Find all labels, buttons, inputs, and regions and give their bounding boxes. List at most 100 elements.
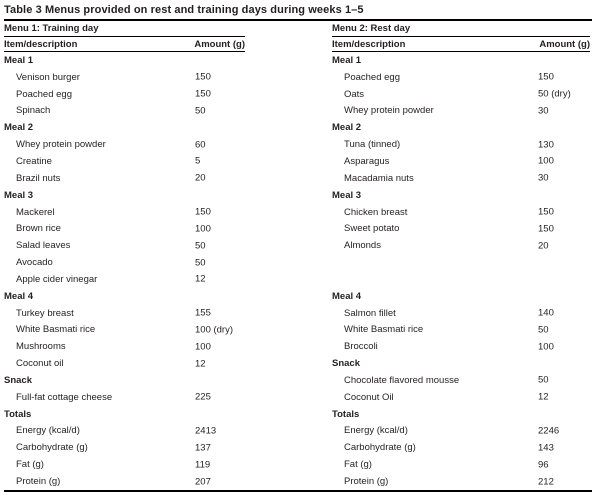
table-row: Snack (332, 355, 590, 372)
table-row: White Basmati rice 100 (dry) (4, 322, 245, 339)
table-row: Brazil nuts 20 (4, 170, 245, 187)
item-amount: 12 (195, 273, 206, 285)
column-headers: Item/description Amount (g) (332, 37, 590, 51)
table-row: Full-fat cottage cheese 225 (4, 389, 245, 406)
table-row: Salmon fillet 140 (332, 305, 590, 322)
item-label: Coconut Oil (344, 391, 394, 403)
table-row: Whey protein powder 30 (332, 103, 590, 120)
item-amount: 155 (195, 307, 211, 319)
table-row: Meal 1 (4, 52, 245, 69)
table-row: Avocado 50 (4, 254, 245, 271)
table-row: Carbohydrate (g) 143 (332, 439, 590, 456)
bottom-rule (4, 489, 592, 493)
table-row: Energy (kcal/d) 2413 (4, 423, 245, 440)
item-amount: 20 (195, 172, 206, 184)
table-row: Apple cider vinegar 12 (4, 271, 245, 288)
item-amount: 50 (dry) (538, 88, 571, 100)
section-label: Meal 1 (332, 54, 362, 66)
table-row: Sweet potato 150 (332, 220, 590, 237)
table-row: Meal 4 (4, 288, 245, 305)
menu-rows: Meal 1 Poached egg 150 Oats 50 (dry) Whey pro… (332, 52, 590, 490)
item-label: Mackerel (16, 206, 55, 218)
item-label: Whey protein powder (344, 105, 434, 117)
item-label: Venison burger (16, 71, 80, 83)
section-label: Meal 4 (4, 290, 34, 302)
table-row: Poached egg 150 (332, 69, 590, 86)
item-amount: 140 (538, 307, 554, 319)
table-row: Meal 2 (4, 119, 245, 136)
table-row: Salad leaves 50 (4, 237, 245, 254)
item-amount: 100 (dry) (195, 324, 234, 336)
table-row: Mushrooms 100 (4, 338, 245, 355)
divider (332, 36, 590, 37)
table-row: White Basmati rice 50 (332, 322, 590, 339)
item-label: Turkey breast (16, 307, 74, 319)
item-amount: 212 (538, 476, 554, 488)
item-label: Almonds (344, 240, 381, 252)
table-container: Table 3 Menus provided on rest and train… (4, 0, 592, 493)
table-row: Broccoli 100 (332, 338, 590, 355)
item-amount: 50 (538, 324, 549, 336)
table-row: Fat (g) 119 (4, 456, 245, 473)
table-row: Creatine 5 (4, 153, 245, 170)
table-row: Totals (4, 406, 245, 423)
item-label: Salad leaves (16, 240, 71, 252)
menu-title: Menu 2: Rest day (332, 23, 411, 34)
item-label: Carbohydrate (g) (344, 442, 416, 454)
table-row: Meal 2 (332, 119, 590, 136)
item-amount: 150 (195, 71, 211, 83)
section-label: Meal 1 (4, 54, 34, 66)
divider (4, 36, 245, 37)
item-label: Protein (g) (344, 476, 389, 488)
item-amount: 150 (538, 206, 554, 218)
table-row (332, 254, 590, 271)
item-amount: 96 (538, 459, 549, 471)
menu-columns: Menu 1: Training day Item/description Am… (4, 21, 592, 490)
table-row: Snack (4, 372, 245, 389)
table-row (332, 271, 590, 288)
item-label: Apple cider vinegar (16, 273, 98, 285)
item-amount: 12 (538, 391, 549, 403)
item-amount: 5 (195, 155, 201, 167)
table-row: Whey protein powder 60 (4, 136, 245, 153)
divider (4, 51, 245, 52)
item-label: Protein (g) (16, 476, 61, 488)
item-amount: 150 (538, 223, 554, 235)
item-label: Oats (344, 88, 365, 100)
section-label: Meal 3 (332, 189, 362, 201)
item-amount: 225 (195, 391, 211, 403)
item-label: Brown rice (16, 223, 61, 235)
item-description-header: Item/description (332, 38, 406, 50)
table-row: Coconut Oil 12 (332, 389, 590, 406)
section-label: Meal 2 (4, 122, 34, 134)
table-row: Carbohydrate (g) 137 (4, 439, 245, 456)
table-row: Tuna (tinned) 130 (332, 136, 590, 153)
table-row: Meal 4 (332, 288, 590, 305)
item-amount: 150 (195, 206, 211, 218)
item-label: White Basmati rice (344, 324, 424, 336)
item-amount: 30 (538, 172, 549, 184)
item-label: Salmon fillet (344, 307, 396, 319)
item-label: Mushrooms (16, 341, 66, 353)
menu-rows: Meal 1 Venison burger 150 Poached egg 150 Spi… (4, 52, 245, 490)
item-amount: 137 (195, 442, 211, 454)
table-row: Venison burger 150 (4, 69, 245, 86)
item-label: Fat (g) (16, 459, 44, 471)
table-row: Protein (g) 212 (332, 473, 590, 490)
table-row: Meal 3 (4, 187, 245, 204)
item-amount: 2246 (538, 425, 560, 437)
item-amount: 150 (538, 71, 554, 83)
item-label: Chocolate flavored mousse (344, 374, 460, 386)
table-row: Totals (332, 406, 590, 423)
item-label: Sweet potato (344, 223, 400, 235)
item-label: Poached egg (344, 71, 400, 83)
item-amount: 50 (195, 257, 206, 269)
item-label: Full-fat cottage cheese (16, 391, 113, 403)
item-amount: 60 (195, 139, 206, 151)
menu-title: Menu 1: Training day (4, 23, 99, 34)
table-row: Energy (kcal/d) 2246 (332, 423, 590, 440)
section-label: Snack (332, 358, 360, 370)
table-row: Turkey breast 155 (4, 305, 245, 322)
amount-header: Amount (g) (539, 38, 590, 50)
